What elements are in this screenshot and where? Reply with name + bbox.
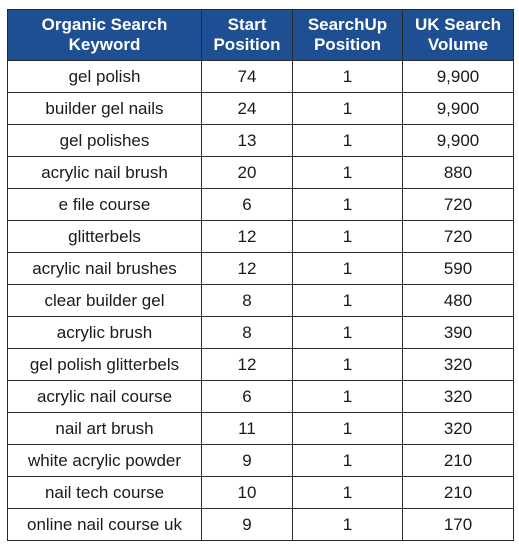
cell-searchup-position: 1: [292, 444, 403, 477]
table-row: online nail course uk 9 1 170: [7, 508, 514, 541]
cell-start-position: 12: [201, 220, 293, 253]
cell-search-volume: 9,900: [402, 60, 514, 93]
header-line: SearchUp: [307, 15, 388, 34]
header-organic-search-keyword: Organic Search Keyword: [7, 9, 202, 61]
cell-searchup-position: 1: [292, 124, 403, 157]
cell-start-position: 11: [201, 412, 293, 445]
table-row: white acrylic powder 9 1 210: [7, 444, 514, 477]
header-searchup-position: SearchUp Position: [292, 9, 403, 61]
cell-search-volume: 320: [402, 380, 514, 413]
cell-search-volume: 480: [402, 284, 514, 317]
cell-search-volume: 590: [402, 252, 514, 285]
table-row: nail tech course 10 1 210: [7, 476, 514, 509]
cell-keyword: white acrylic powder: [7, 444, 202, 477]
cell-start-position: 8: [201, 284, 293, 317]
cell-start-position: 20: [201, 156, 293, 189]
cell-keyword: glitterbels: [7, 220, 202, 253]
header-line: Start: [227, 15, 267, 34]
cell-searchup-position: 1: [292, 380, 403, 413]
cell-start-position: 9: [201, 444, 293, 477]
cell-start-position: 74: [201, 60, 293, 93]
header-line: Position: [213, 35, 281, 54]
cell-searchup-position: 1: [292, 156, 403, 189]
header-line: Volume: [427, 35, 489, 54]
table-row: acrylic nail brushes 12 1 590: [7, 252, 514, 285]
header-line: Position: [313, 35, 382, 54]
cell-searchup-position: 1: [292, 316, 403, 349]
cell-search-volume: 210: [402, 444, 514, 477]
cell-searchup-position: 1: [292, 476, 403, 509]
cell-search-volume: 320: [402, 412, 514, 445]
cell-searchup-position: 1: [292, 60, 403, 93]
cell-searchup-position: 1: [292, 220, 403, 253]
cell-keyword: e file course: [7, 188, 202, 221]
cell-search-volume: 720: [402, 188, 514, 221]
cell-keyword: acrylic nail course: [7, 380, 202, 413]
cell-searchup-position: 1: [292, 92, 403, 125]
cell-search-volume: 170: [402, 508, 514, 541]
table-row: gel polish 74 1 9,900: [7, 60, 514, 93]
cell-searchup-position: 1: [292, 348, 403, 381]
cell-keyword: gel polishes: [7, 124, 202, 157]
cell-start-position: 6: [201, 188, 293, 221]
cell-keyword: gel polish glitterbels: [7, 348, 202, 381]
table-row: acrylic nail brush 20 1 880: [7, 156, 514, 189]
cell-keyword: online nail course uk: [7, 508, 202, 541]
table-row: gel polishes 13 1 9,900: [7, 124, 514, 157]
cell-search-volume: 210: [402, 476, 514, 509]
header-line: Keyword: [68, 35, 141, 54]
cell-searchup-position: 1: [292, 252, 403, 285]
cell-keyword: nail art brush: [7, 412, 202, 445]
keyword-ranking-table: Organic Search Keyword Start Position Se…: [7, 9, 514, 541]
header-start-position: Start Position: [201, 9, 293, 61]
cell-keyword: clear builder gel: [7, 284, 202, 317]
cell-start-position: 10: [201, 476, 293, 509]
header-uk-search-volume: UK Search Volume: [402, 9, 514, 61]
cell-start-position: 12: [201, 252, 293, 285]
cell-keyword: gel polish: [7, 60, 202, 93]
table-row: gel polish glitterbels 12 1 320: [7, 348, 514, 381]
table-body: gel polish 74 1 9,900 builder gel nails 24 1 9,…: [7, 60, 514, 541]
cell-keyword: acrylic nail brushes: [7, 252, 202, 285]
cell-search-volume: 9,900: [402, 124, 514, 157]
table-header-row: Organic Search Keyword Start Position Se…: [7, 9, 514, 61]
cell-start-position: 24: [201, 92, 293, 125]
header-line: Organic Search: [41, 15, 168, 34]
header-line: UK Search: [415, 15, 501, 34]
cell-start-position: 8: [201, 316, 293, 349]
cell-start-position: 6: [201, 380, 293, 413]
cell-searchup-position: 1: [292, 188, 403, 221]
cell-search-volume: 880: [402, 156, 514, 189]
table-row: glitterbels 12 1 720: [7, 220, 514, 253]
cell-keyword: acrylic nail brush: [7, 156, 202, 189]
cell-search-volume: 390: [402, 316, 514, 349]
cell-search-volume: 9,900: [402, 92, 514, 125]
cell-searchup-position: 1: [292, 412, 403, 445]
table-row: e file course 6 1 720: [7, 188, 514, 221]
cell-search-volume: 320: [402, 348, 514, 381]
cell-start-position: 13: [201, 124, 293, 157]
cell-start-position: 9: [201, 508, 293, 541]
cell-search-volume: 720: [402, 220, 514, 253]
table-row: acrylic nail course 6 1 320: [7, 380, 514, 413]
table-row: builder gel nails 24 1 9,900: [7, 92, 514, 125]
cell-keyword: nail tech course: [7, 476, 202, 509]
cell-searchup-position: 1: [292, 284, 403, 317]
table-row: clear builder gel 8 1 480: [7, 284, 514, 317]
cell-searchup-position: 1: [292, 508, 403, 541]
cell-keyword: builder gel nails: [7, 92, 202, 125]
cell-keyword: acrylic brush: [7, 316, 202, 349]
cell-start-position: 12: [201, 348, 293, 381]
table-row: acrylic brush 8 1 390: [7, 316, 514, 349]
table-row: nail art brush 11 1 320: [7, 412, 514, 445]
